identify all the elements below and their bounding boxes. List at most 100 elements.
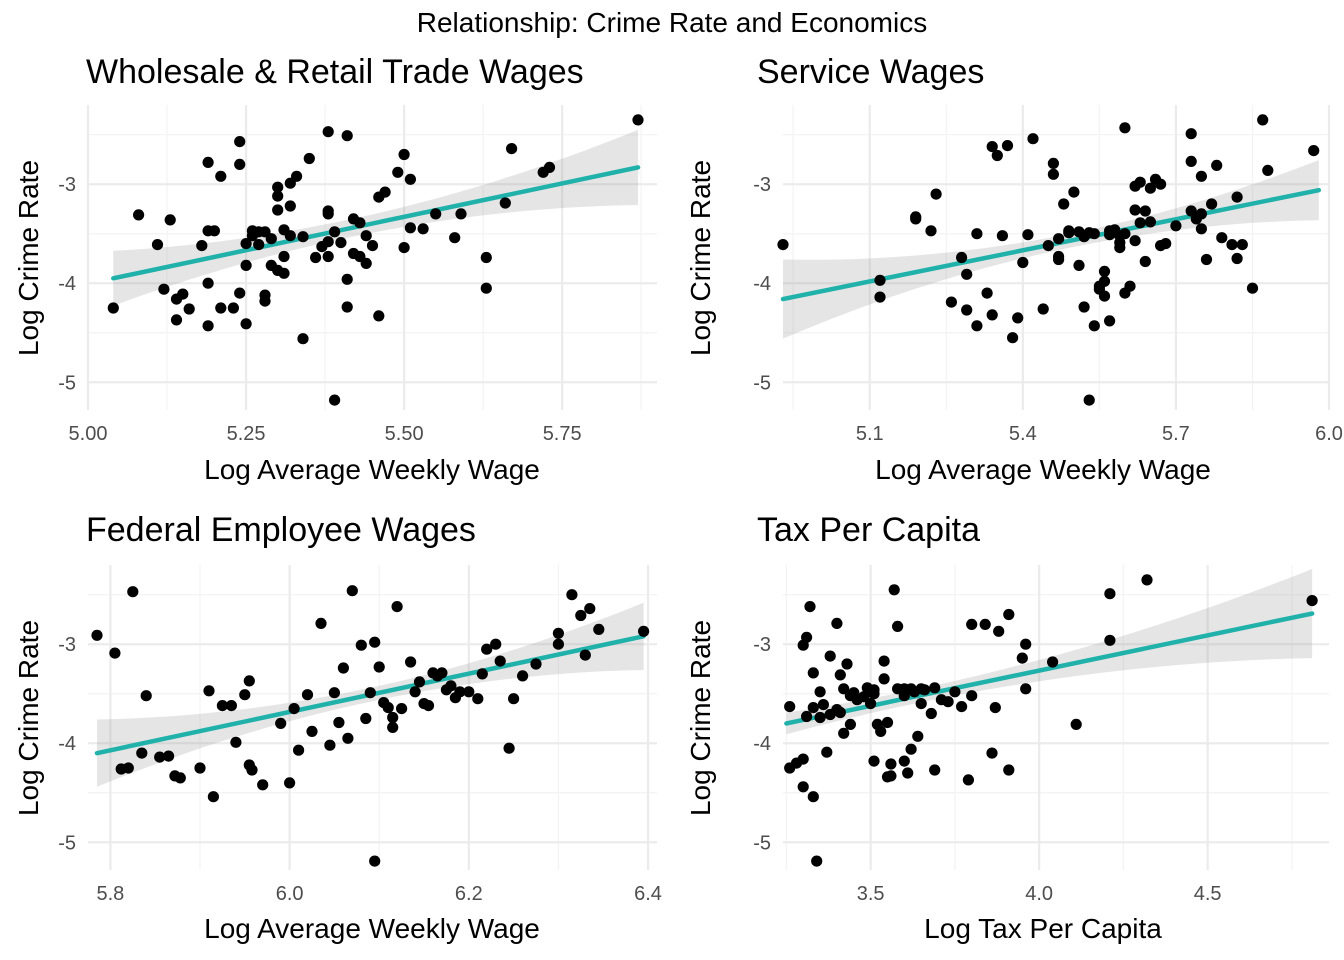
data-point [216, 700, 228, 712]
data-point [409, 686, 421, 698]
data-point [369, 636, 381, 648]
data-point [177, 288, 189, 300]
data-point [777, 239, 789, 251]
data-point [858, 691, 870, 703]
data-point [297, 231, 309, 243]
data-point [230, 736, 242, 748]
data-point [398, 148, 410, 161]
data-point [170, 314, 183, 326]
data-point [530, 658, 542, 670]
data-point [422, 700, 435, 712]
data-point [297, 333, 309, 345]
y-tick-label: -5 [58, 372, 76, 394]
data-point [246, 764, 258, 776]
data-point [481, 643, 493, 655]
data-point [455, 208, 467, 220]
data-point [942, 696, 954, 708]
data-point [1195, 223, 1207, 235]
data-point [902, 767, 914, 779]
data-point [259, 295, 271, 307]
data-point [945, 296, 958, 308]
x-axis-label: Log Average Weekly Wage [204, 454, 540, 485]
data-point [1119, 122, 1131, 134]
plot-area [88, 565, 657, 870]
data-point [905, 743, 917, 755]
data-point [1308, 145, 1320, 157]
data-point [1027, 133, 1039, 145]
data-point [91, 629, 103, 641]
data-point [1195, 170, 1207, 182]
x-tick-label: 3.5 [857, 883, 885, 905]
data-point [962, 774, 975, 786]
data-point [404, 173, 416, 185]
data-point [834, 669, 846, 681]
data-point [341, 130, 353, 142]
y-tick-label: -5 [58, 832, 76, 854]
panel-tax-per-capita: 3.5 4.0 4.5 -5 -4 -3 Tax Per Capita Log Tax P… [685, 511, 1329, 944]
data-point [257, 779, 269, 791]
data-point [107, 302, 119, 314]
data-point [275, 717, 287, 730]
data-point [966, 690, 978, 702]
x-tick-label: 4.0 [1025, 883, 1053, 905]
data-point [382, 702, 394, 714]
data-point [499, 197, 511, 209]
data-point [476, 668, 488, 680]
data-point [215, 170, 227, 182]
y-tick-label: -3 [753, 174, 771, 196]
data-point [979, 618, 991, 631]
grid [86, 105, 657, 410]
data-point [373, 661, 385, 673]
data-point [1104, 315, 1116, 327]
data-point [506, 143, 518, 155]
data-point [322, 236, 334, 248]
data-point [552, 627, 565, 639]
tick-labels: 5.8 6.0 6.2 6.4 -5 -4 -3 [58, 634, 662, 905]
data-point [1098, 275, 1111, 287]
data-point [454, 686, 466, 698]
data-point [240, 318, 252, 330]
x-tick-label: 5.4 [1009, 423, 1037, 445]
data-point [360, 230, 372, 242]
data-point [844, 718, 857, 731]
data-point [1047, 168, 1059, 180]
data-point [807, 702, 819, 714]
data-point [449, 232, 461, 244]
data-point [966, 618, 978, 631]
data-point [1001, 140, 1014, 152]
data-point [341, 301, 353, 313]
data-point [234, 158, 246, 170]
data-point [986, 309, 998, 321]
data-point [1129, 235, 1141, 247]
x-tick-label: 5.25 [227, 423, 266, 445]
data-point [1216, 232, 1228, 244]
scatter-points [784, 574, 1318, 867]
data-point [1020, 638, 1032, 650]
data-point [956, 251, 968, 264]
data-point [868, 684, 880, 696]
data-point [480, 251, 492, 264]
data-point [1053, 233, 1065, 245]
data-point [824, 650, 836, 662]
y-axis-label: Log Crime Rate [685, 160, 716, 356]
data-point [1017, 256, 1029, 269]
data-point [1124, 280, 1136, 292]
data-point [335, 237, 347, 249]
panel-title: Wholesale & Retail Trade Wages [86, 53, 584, 91]
data-point [507, 693, 520, 705]
y-tick-label: -3 [753, 634, 771, 656]
data-point [821, 746, 833, 758]
data-point [404, 222, 416, 234]
data-point [811, 855, 823, 867]
data-point [801, 710, 813, 723]
x-tick-label: 5.75 [543, 423, 582, 445]
data-point [1170, 220, 1182, 232]
data-point [301, 689, 314, 701]
data-point [834, 706, 846, 719]
data-point [1134, 176, 1146, 188]
data-point [885, 770, 897, 782]
data-point [445, 680, 457, 692]
data-point [543, 161, 556, 173]
data-point [593, 623, 605, 636]
data-point [322, 250, 334, 263]
